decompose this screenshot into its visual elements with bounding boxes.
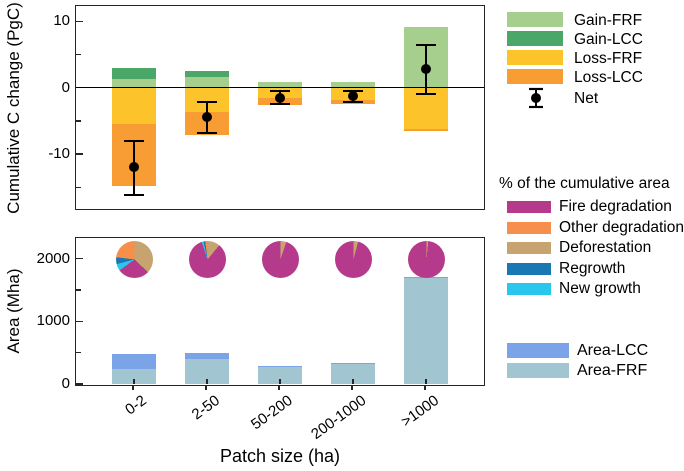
y-tick-label: -10 — [48, 145, 70, 163]
x-tick-outer — [424, 386, 426, 390]
bar-area-lcc-0-2 — [112, 353, 156, 370]
bar-area-frf--1000 — [404, 278, 448, 384]
legend-label-loss-lcc: Loss-LCC — [574, 69, 643, 86]
net-errorbar-icon — [529, 87, 543, 109]
x-tick-label-0-2: 0-2 — [122, 392, 150, 419]
y-minor-tick — [76, 289, 81, 291]
legend-label-area-frf: Area-FRF — [577, 362, 648, 379]
y-minor-tick — [76, 53, 81, 56]
legend-swatch-fire-degradation — [507, 201, 551, 213]
bar-gain-lcc-0-2 — [112, 68, 156, 79]
legend-label-regrowth: Regrowth — [559, 260, 626, 277]
legend-label-loss-frf: Loss-FRF — [574, 50, 643, 67]
x-tick — [352, 378, 354, 384]
bar-gain-frf-50-200 — [258, 81, 302, 88]
pie-legend-title: % of the cumulative area — [499, 175, 670, 192]
x-tick-outer — [351, 386, 353, 390]
x-tick-label-50-200: 50-200 — [248, 392, 296, 434]
legend-label-area-lcc: Area-LCC — [577, 342, 649, 359]
y-tick — [76, 153, 83, 155]
area-y-axis-title: Area (Mha) — [4, 268, 23, 354]
bar-area-frf-200-1000 — [331, 363, 375, 384]
y-tick — [76, 383, 83, 385]
x-tick — [279, 378, 281, 384]
x-tick — [206, 378, 208, 384]
legend-swatch-deforestation — [507, 242, 551, 254]
legend-swatch-gain-lcc — [507, 31, 563, 46]
legend-label-other-degradation: Other degradation — [559, 219, 684, 236]
net-errorbar-cap-top-50-200 — [270, 89, 290, 92]
net-errorbar-cap-bottom-2-50 — [197, 131, 217, 134]
bar-gain-frf-2-50 — [185, 77, 229, 88]
bar-area-lcc-50-200 — [258, 366, 302, 368]
bar-gain-frf-200-1000 — [331, 81, 375, 88]
legend-swatch-area-lcc — [507, 343, 569, 358]
legend-swatch-loss-lcc — [507, 69, 563, 84]
legend-label-new-growth: New growth — [559, 280, 641, 297]
x-tick-label-2-50: 2-50 — [188, 392, 223, 424]
y-tick — [76, 320, 83, 323]
net-errorbar-cap-top-0-2 — [124, 139, 144, 142]
x-tick — [133, 378, 135, 384]
net-errorbar-cap-top-200-1000 — [343, 89, 363, 92]
y-tick-label: 0 — [61, 374, 70, 392]
pie-50-200 — [261, 241, 299, 278]
net-errorbar-cap-bottom--1000 — [416, 93, 436, 96]
zero-line — [76, 86, 484, 89]
net-errorbar-cap-bottom-200-1000 — [343, 101, 363, 104]
net-point-2-50 — [202, 111, 212, 122]
net-errorbar-cap-bottom-0-2 — [124, 194, 144, 197]
x-tick-outer — [205, 386, 207, 390]
legend-swatch-area-frf — [507, 363, 569, 378]
bar-loss-lcc--1000 — [404, 128, 448, 132]
legend-swatch-other-degradation — [507, 222, 551, 234]
net-errorbar-cap-top-2-50 — [197, 101, 217, 104]
y-tick — [76, 257, 83, 260]
legend-swatch-gain-frf — [507, 12, 563, 27]
y-tick-label: 0 — [61, 78, 70, 96]
net-errorbar-cap-bottom-50-200 — [270, 103, 290, 106]
net-point-50-200 — [275, 92, 285, 103]
bar-gain-lcc-2-50 — [185, 71, 229, 78]
y-minor-tick — [76, 120, 81, 122]
x-tick-label--1000: >1000 — [397, 392, 442, 431]
y-tick — [76, 20, 83, 23]
legend-label-gain-lcc: Gain-LCC — [574, 31, 643, 48]
net-point-0-2 — [129, 161, 139, 172]
pie-200-1000 — [334, 241, 372, 278]
x-tick — [425, 378, 427, 384]
bar-gain-frf-0-2 — [112, 79, 156, 88]
x-tick-label-200-1000: 200-1000 — [307, 392, 369, 444]
bar-area-frf-0-2 — [112, 369, 156, 384]
pie-0-2 — [115, 241, 153, 278]
y-minor-tick — [76, 351, 81, 354]
legend-label-deforestation: Deforestation — [559, 239, 652, 256]
pie--1000 — [407, 241, 445, 278]
legend-label-gain-frf: Gain-FRF — [574, 12, 643, 29]
y-tick-label: 10 — [53, 12, 70, 30]
legend-swatch-regrowth — [507, 263, 551, 275]
legend-swatch-loss-frf — [507, 50, 563, 65]
legend-label-net: Net — [574, 90, 599, 107]
x-tick-outer — [132, 386, 134, 390]
net-point--1000 — [421, 64, 431, 75]
net-point-200-1000 — [348, 91, 358, 102]
bar-area-lcc-2-50 — [185, 352, 229, 359]
pie-2-50 — [188, 241, 226, 278]
area-panel — [75, 237, 485, 386]
legend-swatch-new-growth — [507, 283, 551, 295]
y-tick-label: 1000 — [36, 312, 70, 330]
bar-area-lcc-200-1000 — [331, 363, 375, 365]
x-tick-outer — [278, 386, 280, 390]
bar-loss-frf-2-50 — [185, 87, 229, 112]
x-axis-title: Patch size (ha) — [219, 446, 341, 466]
y-tick-label: 2000 — [36, 249, 70, 267]
bar-area-frf-50-200 — [258, 366, 302, 384]
legend-label-fire-degradation: Fire degradation — [559, 198, 672, 215]
y-minor-tick — [76, 186, 81, 188]
carbon-panel — [75, 5, 485, 210]
net-errorbar-cap-top--1000 — [416, 44, 436, 47]
bar-loss-frf-0-2 — [112, 87, 156, 125]
